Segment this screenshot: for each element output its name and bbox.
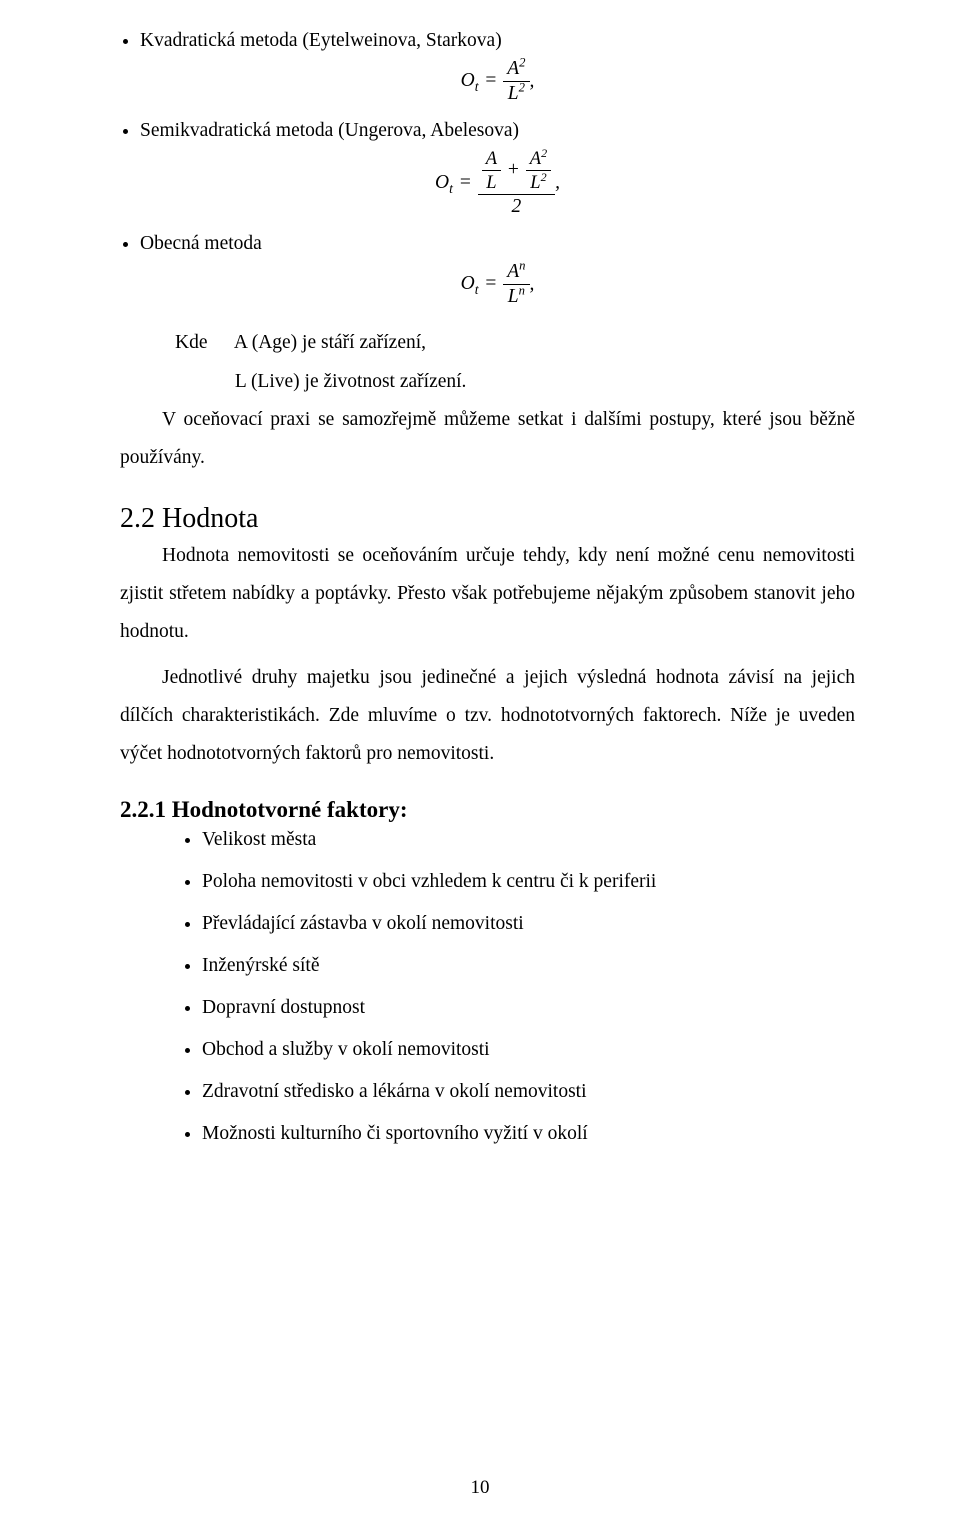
list-item: Poloha nemovitosti v obci vzhledem k cen… bbox=[202, 871, 855, 893]
paragraph: Hodnota nemovitosti se oceňováním určuje… bbox=[120, 537, 855, 651]
list-item: Zdravotní středisko a lékárna v okolí ne… bbox=[202, 1081, 855, 1103]
list-item: Semikvadratická metoda (Ungerova, Abeles… bbox=[140, 120, 855, 219]
list-item: Obecná metoda Ot = An Ln , bbox=[140, 233, 855, 309]
method-name: Kvadratická metoda (Eytelweinova, Starko… bbox=[140, 30, 502, 51]
heading-2-2-1: 2.2.1 Hodnototvorné faktory: bbox=[120, 797, 855, 823]
formula-quadratic: Ot = A2 L2 , bbox=[140, 58, 855, 106]
list-item: Dopravní dostupnost bbox=[202, 997, 855, 1019]
list-item: Velikost města bbox=[202, 829, 855, 851]
document-page: Kvadratická metoda (Eytelweinova, Starko… bbox=[0, 0, 960, 1521]
formula-general: Ot = An Ln , bbox=[140, 261, 855, 309]
method-name: Obecná metoda bbox=[140, 233, 262, 254]
list-item: Převládající zástavba v okolí nemovitost… bbox=[202, 913, 855, 935]
list-item: Kvadratická metoda (Eytelweinova, Starko… bbox=[140, 30, 855, 106]
where-block: Kde A (Age) je stáří zařízení, L (Live) … bbox=[175, 323, 855, 401]
methods-list: Kvadratická metoda (Eytelweinova, Starko… bbox=[120, 30, 855, 309]
page-number: 10 bbox=[0, 1477, 960, 1499]
list-item: Možnosti kulturního či sportovního vyžit… bbox=[202, 1123, 855, 1145]
paragraph: V oceňovací praxi se samozřejmě můžeme s… bbox=[120, 401, 855, 477]
list-item: Obchod a služby v okolí nemovitosti bbox=[202, 1039, 855, 1061]
where-line-1: A (Age) je stáří zařízení, bbox=[234, 332, 426, 353]
method-name: Semikvadratická metoda (Ungerova, Abeles… bbox=[140, 120, 519, 141]
paragraph: Jednotlivé druhy majetku jsou jedinečné … bbox=[120, 659, 855, 773]
list-item: Inženýrské sítě bbox=[202, 955, 855, 977]
where-line-2: L (Live) je životnost zařízení. bbox=[235, 371, 467, 392]
heading-2-2: 2.2 Hodnota bbox=[120, 503, 855, 535]
factors-list: Velikost města Poloha nemovitosti v obci… bbox=[120, 829, 855, 1145]
where-label: Kde bbox=[175, 323, 230, 362]
formula-semiquadratic: Ot = A L + A2 L2 2 , bbox=[140, 148, 855, 219]
